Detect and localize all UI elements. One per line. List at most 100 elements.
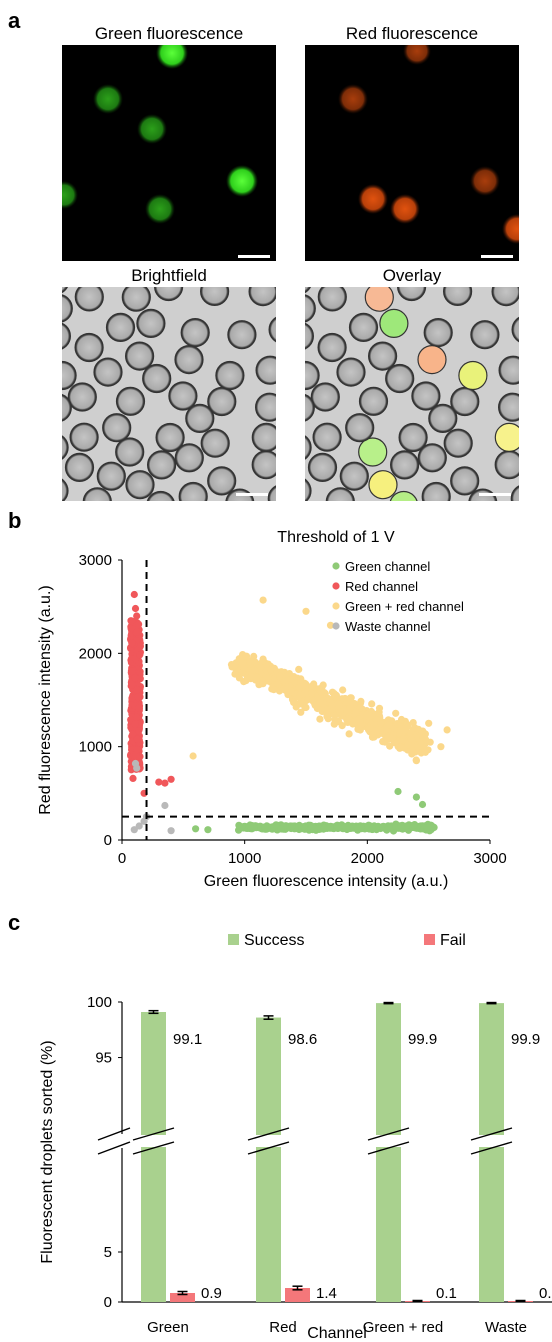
scatter-point (343, 697, 351, 706)
droplet (121, 287, 151, 312)
scatter-point (316, 699, 324, 707)
droplet (305, 393, 315, 422)
scatter-point (133, 612, 141, 620)
droplet (511, 316, 519, 343)
scatter-point (368, 824, 377, 833)
droplet (305, 478, 312, 501)
droplet (305, 435, 312, 460)
scatter-point (404, 741, 412, 749)
scatter-point (252, 673, 260, 681)
scatter-point (302, 703, 310, 712)
y-tick-label: 2000 (79, 645, 112, 662)
scatter-point (368, 700, 376, 708)
droplet (443, 428, 473, 458)
scale-bar (238, 255, 270, 258)
red-droplets (338, 45, 519, 258)
droplet (305, 287, 312, 294)
scatter-point (270, 686, 278, 694)
droplet (348, 312, 379, 343)
x-tick-label: Red (269, 1319, 297, 1336)
scatter-point (437, 743, 445, 751)
droplet (310, 382, 340, 412)
scatter-point (376, 720, 385, 728)
x-tick-label: 3000 (473, 850, 506, 867)
droplet (312, 422, 342, 452)
y-tick-label: 5 (104, 1244, 112, 1261)
droplet (368, 470, 398, 500)
scatter-point (161, 801, 169, 810)
y-tick-label: 0 (104, 1294, 112, 1311)
scatter-point (397, 743, 405, 751)
bar-success (141, 1012, 166, 1138)
overlay-droplets (305, 287, 519, 501)
scatter-point (344, 715, 353, 723)
x-axis-label: Channel (307, 1325, 367, 1342)
scatter-point (296, 700, 304, 708)
scatter-point (295, 683, 304, 691)
droplet (180, 317, 210, 348)
droplet (417, 344, 447, 375)
scatter-point (238, 823, 246, 831)
overlay-title: Overlay (382, 266, 442, 285)
scatter-point (381, 738, 389, 746)
red-fluorescence-image (305, 45, 519, 261)
axis-break-mark (247, 1127, 290, 1141)
bar-success (256, 1017, 281, 1138)
scatter-point (390, 725, 398, 734)
droplet (336, 357, 366, 387)
scatter-point (246, 823, 254, 831)
scatter-point (290, 698, 298, 706)
scatter-point (383, 826, 391, 834)
scatter-point (326, 621, 335, 629)
droplet (510, 485, 519, 501)
scatter-point (276, 672, 284, 680)
x-axis-label: Green fluorescence intensity (a.u.) (204, 873, 449, 890)
scatter-point (277, 825, 285, 833)
scatter-point (346, 824, 354, 832)
scatter-point (272, 821, 280, 829)
panel-b-letter: b (8, 508, 22, 533)
scatter-point (338, 722, 346, 730)
droplet (398, 422, 428, 453)
scatter-point (135, 620, 143, 628)
axis-break-gap (473, 1135, 510, 1147)
axis-break-gap (135, 1135, 172, 1147)
legend-marker (332, 562, 340, 570)
droplet (200, 287, 230, 306)
scatter-point (135, 704, 143, 712)
y-tick-label: 3000 (79, 552, 112, 569)
legend-label: Green channel (345, 559, 430, 574)
y-axis-label: Red fluorescence intensity (a.u.) (37, 585, 54, 814)
scatter-point (352, 708, 360, 716)
droplet (458, 360, 488, 391)
scatter-point (357, 697, 365, 705)
scatter-point (155, 778, 163, 786)
legend-label: Success (244, 932, 304, 949)
legend-marker (332, 622, 340, 630)
scatter-point (365, 713, 373, 721)
legend-marker (228, 934, 239, 945)
droplet (367, 341, 398, 371)
legend-label: Fail (440, 932, 466, 949)
droplet (124, 341, 155, 371)
droplet (417, 443, 447, 473)
x-tick-label: 2000 (351, 850, 384, 867)
droplet (389, 450, 420, 480)
legend-label: Red channel (345, 579, 418, 594)
green-fluorescence-image (62, 45, 276, 261)
scatter-point (246, 658, 254, 666)
bar-fail (285, 1288, 310, 1302)
scatter-point (362, 824, 370, 832)
droplet (102, 413, 132, 443)
scatter-point (131, 720, 139, 728)
axis-break-mark (470, 1141, 513, 1155)
data-label: 99.9 (511, 1031, 540, 1048)
scatter-point (295, 665, 303, 673)
scatter-point (345, 730, 353, 738)
x-tick-label: 1000 (228, 850, 261, 867)
scatter-point (310, 825, 318, 833)
bar-success (376, 1144, 401, 1302)
droplet (498, 355, 519, 385)
droplet (62, 294, 73, 323)
droplet (146, 450, 177, 480)
